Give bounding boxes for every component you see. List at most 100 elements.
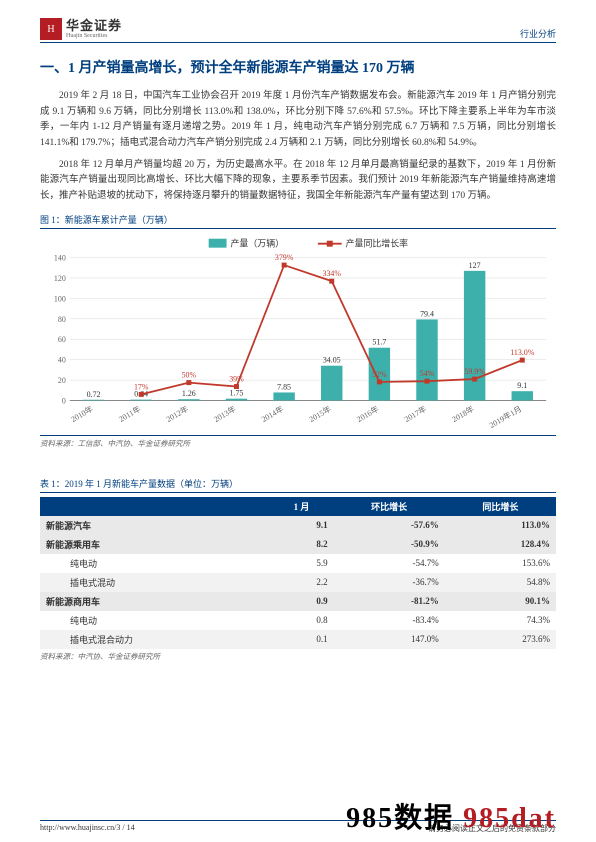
svg-text:2011年: 2011年 xyxy=(117,403,142,423)
page: H 华金证券 Huajin Securities 行业分析 一、1 月产销量高增… xyxy=(0,0,596,842)
svg-text:60: 60 xyxy=(58,335,66,344)
table-header: 同比增长 xyxy=(445,497,556,516)
table-header: 环比增长 xyxy=(334,497,445,516)
header-category: 行业分析 xyxy=(520,27,556,40)
svg-text:79.4: 79.4 xyxy=(420,309,434,318)
svg-text:2018年: 2018年 xyxy=(450,403,476,424)
svg-text:2012年: 2012年 xyxy=(164,403,190,424)
svg-text:140: 140 xyxy=(54,253,66,262)
svg-text:2013年: 2013年 xyxy=(212,403,238,424)
svg-text:127: 127 xyxy=(469,261,481,270)
svg-text:334%: 334% xyxy=(322,269,341,278)
svg-text:120: 120 xyxy=(54,274,66,283)
table-container: 1 月环比增长同比增长新能源汽车9.1-57.6%113.0%新能源乘用车8.2… xyxy=(40,497,556,649)
table-caption: 表 1：2019 年 1 月新能车产量数据（单位：万辆） xyxy=(40,477,556,493)
table-row: 插电式混动2.2-36.7%54.8% xyxy=(40,573,556,592)
paragraph-2: 2018 年 12 月单月产销量均超 20 万，为历史最高水平。在 2018 年… xyxy=(40,158,556,205)
table-cell: -36.7% xyxy=(334,573,445,592)
svg-text:产量同比增长率: 产量同比增长率 xyxy=(346,237,409,248)
svg-text:39%: 39% xyxy=(229,374,244,383)
svg-text:0.72: 0.72 xyxy=(87,389,101,398)
figure-caption: 图 1：新能源车累计产量（万辆） xyxy=(40,213,556,229)
table-row: 插电式混合动力0.1147.0%273.6% xyxy=(40,630,556,649)
table-cell: 0.1 xyxy=(269,630,333,649)
table-cell: -81.2% xyxy=(334,592,445,611)
table-cell: -54.7% xyxy=(334,554,445,573)
svg-text:9.1: 9.1 xyxy=(517,381,527,390)
watermark-a: 985数据 xyxy=(346,803,463,834)
table-cell: -50.9% xyxy=(334,535,445,554)
svg-text:54%: 54% xyxy=(420,369,435,378)
table-cell: 147.0% xyxy=(334,630,445,649)
table-cell: 128.4% xyxy=(445,535,556,554)
svg-text:1.26: 1.26 xyxy=(182,389,196,398)
table-cell: 74.3% xyxy=(445,611,556,630)
table-header: 1 月 xyxy=(269,497,333,516)
table-source: 资料来源：中汽协、华金证券研究所 xyxy=(40,651,556,662)
table-cell: 插电式混合动力 xyxy=(40,630,269,649)
table-cell: 0.8 xyxy=(269,611,333,630)
paragraph-1: 2019 年 2 月 18 日，中国汽车工业协会召开 2019 年度 1 月份汽… xyxy=(40,89,556,152)
svg-text:17%: 17% xyxy=(134,382,149,391)
table-cell: 113.0% xyxy=(445,516,556,535)
svg-text:59.9%: 59.9% xyxy=(464,367,485,376)
logo-en: Huajin Securities xyxy=(66,33,122,39)
logo-icon: H xyxy=(40,18,62,40)
table-cell: 纯电动 xyxy=(40,611,269,630)
table-cell: 90.1% xyxy=(445,592,556,611)
table-cell: 插电式混动 xyxy=(40,573,269,592)
table-row: 纯电动5.9-54.7%153.6% xyxy=(40,554,556,573)
svg-text:50%: 50% xyxy=(182,370,197,379)
table-cell: 2.2 xyxy=(269,573,333,592)
svg-text:100: 100 xyxy=(54,294,66,303)
svg-text:80: 80 xyxy=(58,315,66,324)
svg-text:52%: 52% xyxy=(372,370,387,379)
svg-text:1.75: 1.75 xyxy=(230,388,244,397)
table-cell: -57.6% xyxy=(334,516,445,535)
logo-block: H 华金证券 Huajin Securities xyxy=(40,18,122,40)
svg-text:2015年: 2015年 xyxy=(307,403,333,424)
section-title: 一、1 月产销量高增长，预计全年新能源车产销量达 170 万辆 xyxy=(40,57,556,77)
svg-text:2016年: 2016年 xyxy=(355,403,381,424)
table-cell: 0.9 xyxy=(269,592,333,611)
production-chart: 0204060801001201400.722010年0.842011年1.26… xyxy=(40,233,556,433)
table-header xyxy=(40,497,269,516)
table-cell: 纯电动 xyxy=(40,554,269,573)
svg-text:2017年: 2017年 xyxy=(402,403,428,424)
footer-left: http://www.huajinsc.cn/3 / 14 xyxy=(40,823,135,834)
svg-text:2010年: 2010年 xyxy=(69,403,95,424)
table-cell: 9.1 xyxy=(269,516,333,535)
table-row: 新能源汽车9.1-57.6%113.0% xyxy=(40,516,556,535)
page-header: H 华金证券 Huajin Securities 行业分析 xyxy=(40,18,556,43)
table-cell: 54.8% xyxy=(445,573,556,592)
svg-text:0: 0 xyxy=(62,396,66,405)
table-cell: -83.4% xyxy=(334,611,445,630)
chart-container: 0204060801001201400.722010年0.842011年1.26… xyxy=(40,229,556,436)
svg-text:51.7: 51.7 xyxy=(372,337,386,346)
table-row: 纯电动0.8-83.4%74.3% xyxy=(40,611,556,630)
svg-text:20: 20 xyxy=(58,376,66,385)
watermark: 985数据 985dat xyxy=(346,796,556,836)
svg-text:2014年: 2014年 xyxy=(260,403,286,424)
table-row: 新能源商用车0.9-81.2%90.1% xyxy=(40,592,556,611)
svg-text:34.05: 34.05 xyxy=(323,355,341,364)
figure-source: 资料来源：工信部、中汽协、华金证券研究所 xyxy=(40,438,556,449)
svg-text:产量（万辆）: 产量（万辆） xyxy=(231,237,285,248)
watermark-b: 985dat xyxy=(463,803,556,834)
table-cell: 153.6% xyxy=(445,554,556,573)
svg-text:40: 40 xyxy=(58,355,66,364)
table-cell: 新能源商用车 xyxy=(40,592,269,611)
svg-text:113.0%: 113.0% xyxy=(510,348,535,357)
table-cell: 新能源乘用车 xyxy=(40,535,269,554)
logo-text: 华金证券 Huajin Securities xyxy=(66,19,122,39)
table-row: 新能源乘用车8.2-50.9%128.4% xyxy=(40,535,556,554)
table-cell: 5.9 xyxy=(269,554,333,573)
logo-cn: 华金证券 xyxy=(66,19,122,33)
table-cell: 新能源汽车 xyxy=(40,516,269,535)
table-cell: 273.6% xyxy=(445,630,556,649)
table-cell: 8.2 xyxy=(269,535,333,554)
svg-text:379%: 379% xyxy=(275,253,294,262)
svg-text:2019年1月: 2019年1月 xyxy=(487,403,523,429)
svg-text:7.85: 7.85 xyxy=(277,382,291,391)
production-table: 1 月环比增长同比增长新能源汽车9.1-57.6%113.0%新能源乘用车8.2… xyxy=(40,497,556,649)
